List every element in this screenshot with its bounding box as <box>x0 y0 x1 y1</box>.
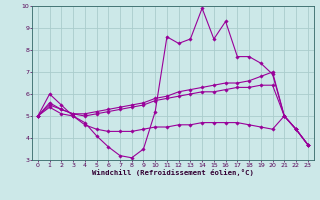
X-axis label: Windchill (Refroidissement éolien,°C): Windchill (Refroidissement éolien,°C) <box>92 169 254 176</box>
